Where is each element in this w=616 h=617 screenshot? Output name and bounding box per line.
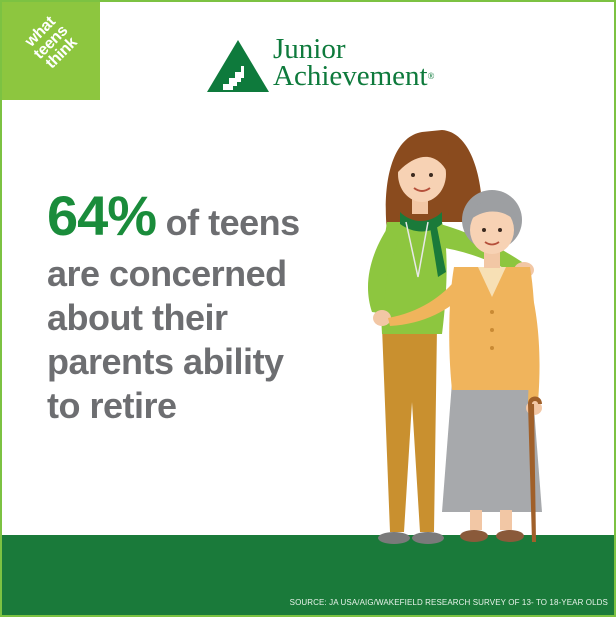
logo-line-2: Achievement® xyxy=(273,60,435,92)
badge-text: what teens think xyxy=(2,2,100,97)
teen-arm-left xyxy=(367,227,398,314)
headline: 64% of teens are concerned about their p… xyxy=(47,187,387,428)
teen-smile xyxy=(413,187,431,192)
grandma-button-3 xyxy=(490,346,494,350)
grandma-eye-right xyxy=(498,228,502,232)
grandma-eye-left xyxy=(482,228,486,232)
teen-hand-left xyxy=(373,310,391,326)
headline-line-4: parents ability xyxy=(47,341,284,382)
what-teens-think-badge: what teens think xyxy=(2,2,100,100)
grandma-shoe-left xyxy=(460,530,488,542)
logo-line-2-text: Achievement xyxy=(273,60,428,92)
teen-shoe-right xyxy=(412,532,444,544)
grandma-smile xyxy=(484,241,500,246)
teen-necklace xyxy=(405,221,429,278)
headline-line-3: about their xyxy=(47,297,228,338)
green-ground-band: SOURCE: JA USA/AIG/WAKEFIELD RESEARCH SU… xyxy=(2,535,614,615)
grandma-shoe-right xyxy=(496,530,524,542)
ja-wordmark: Junior Achievement® xyxy=(273,33,435,92)
registered-mark: ® xyxy=(427,71,435,81)
source-note: SOURCE: JA USA/AIG/WAKEFIELD RESEARCH SU… xyxy=(289,598,608,607)
grandma-arm-left xyxy=(388,277,466,326)
headline-line-1-rest: of teens xyxy=(156,202,301,243)
logo-line-1: Junior xyxy=(273,33,346,65)
teen-scarf-tail xyxy=(430,222,446,277)
teen-hair-front xyxy=(397,135,450,172)
teen-shoe-left xyxy=(378,532,410,544)
cane-icon xyxy=(528,396,542,542)
grandma-face xyxy=(470,206,514,254)
junior-achievement-logo: Junior Achievement® xyxy=(207,33,452,96)
grandma-leg-right xyxy=(500,510,512,530)
ja-stairs-triangle-icon xyxy=(207,40,269,92)
grandma-button-2 xyxy=(490,328,494,332)
headline-percent: 64% xyxy=(47,184,157,247)
headline-line-2: are concerned xyxy=(47,253,287,294)
grandma-button-1 xyxy=(490,310,494,314)
headline-line-1: 64% of teens xyxy=(47,187,387,252)
grandma-hair-top xyxy=(468,201,516,222)
headline-line-5: to retire xyxy=(47,385,177,426)
grandma-arm-right xyxy=(518,277,540,402)
grandma-blouse xyxy=(478,267,506,297)
teen-and-grandmother-illustration xyxy=(367,130,542,544)
grandma-skirt xyxy=(442,382,542,512)
teen-pants xyxy=(382,327,437,532)
teen-eye-left xyxy=(411,173,415,177)
teen-eye-right xyxy=(429,173,433,177)
grandma-leg-left xyxy=(470,510,482,530)
